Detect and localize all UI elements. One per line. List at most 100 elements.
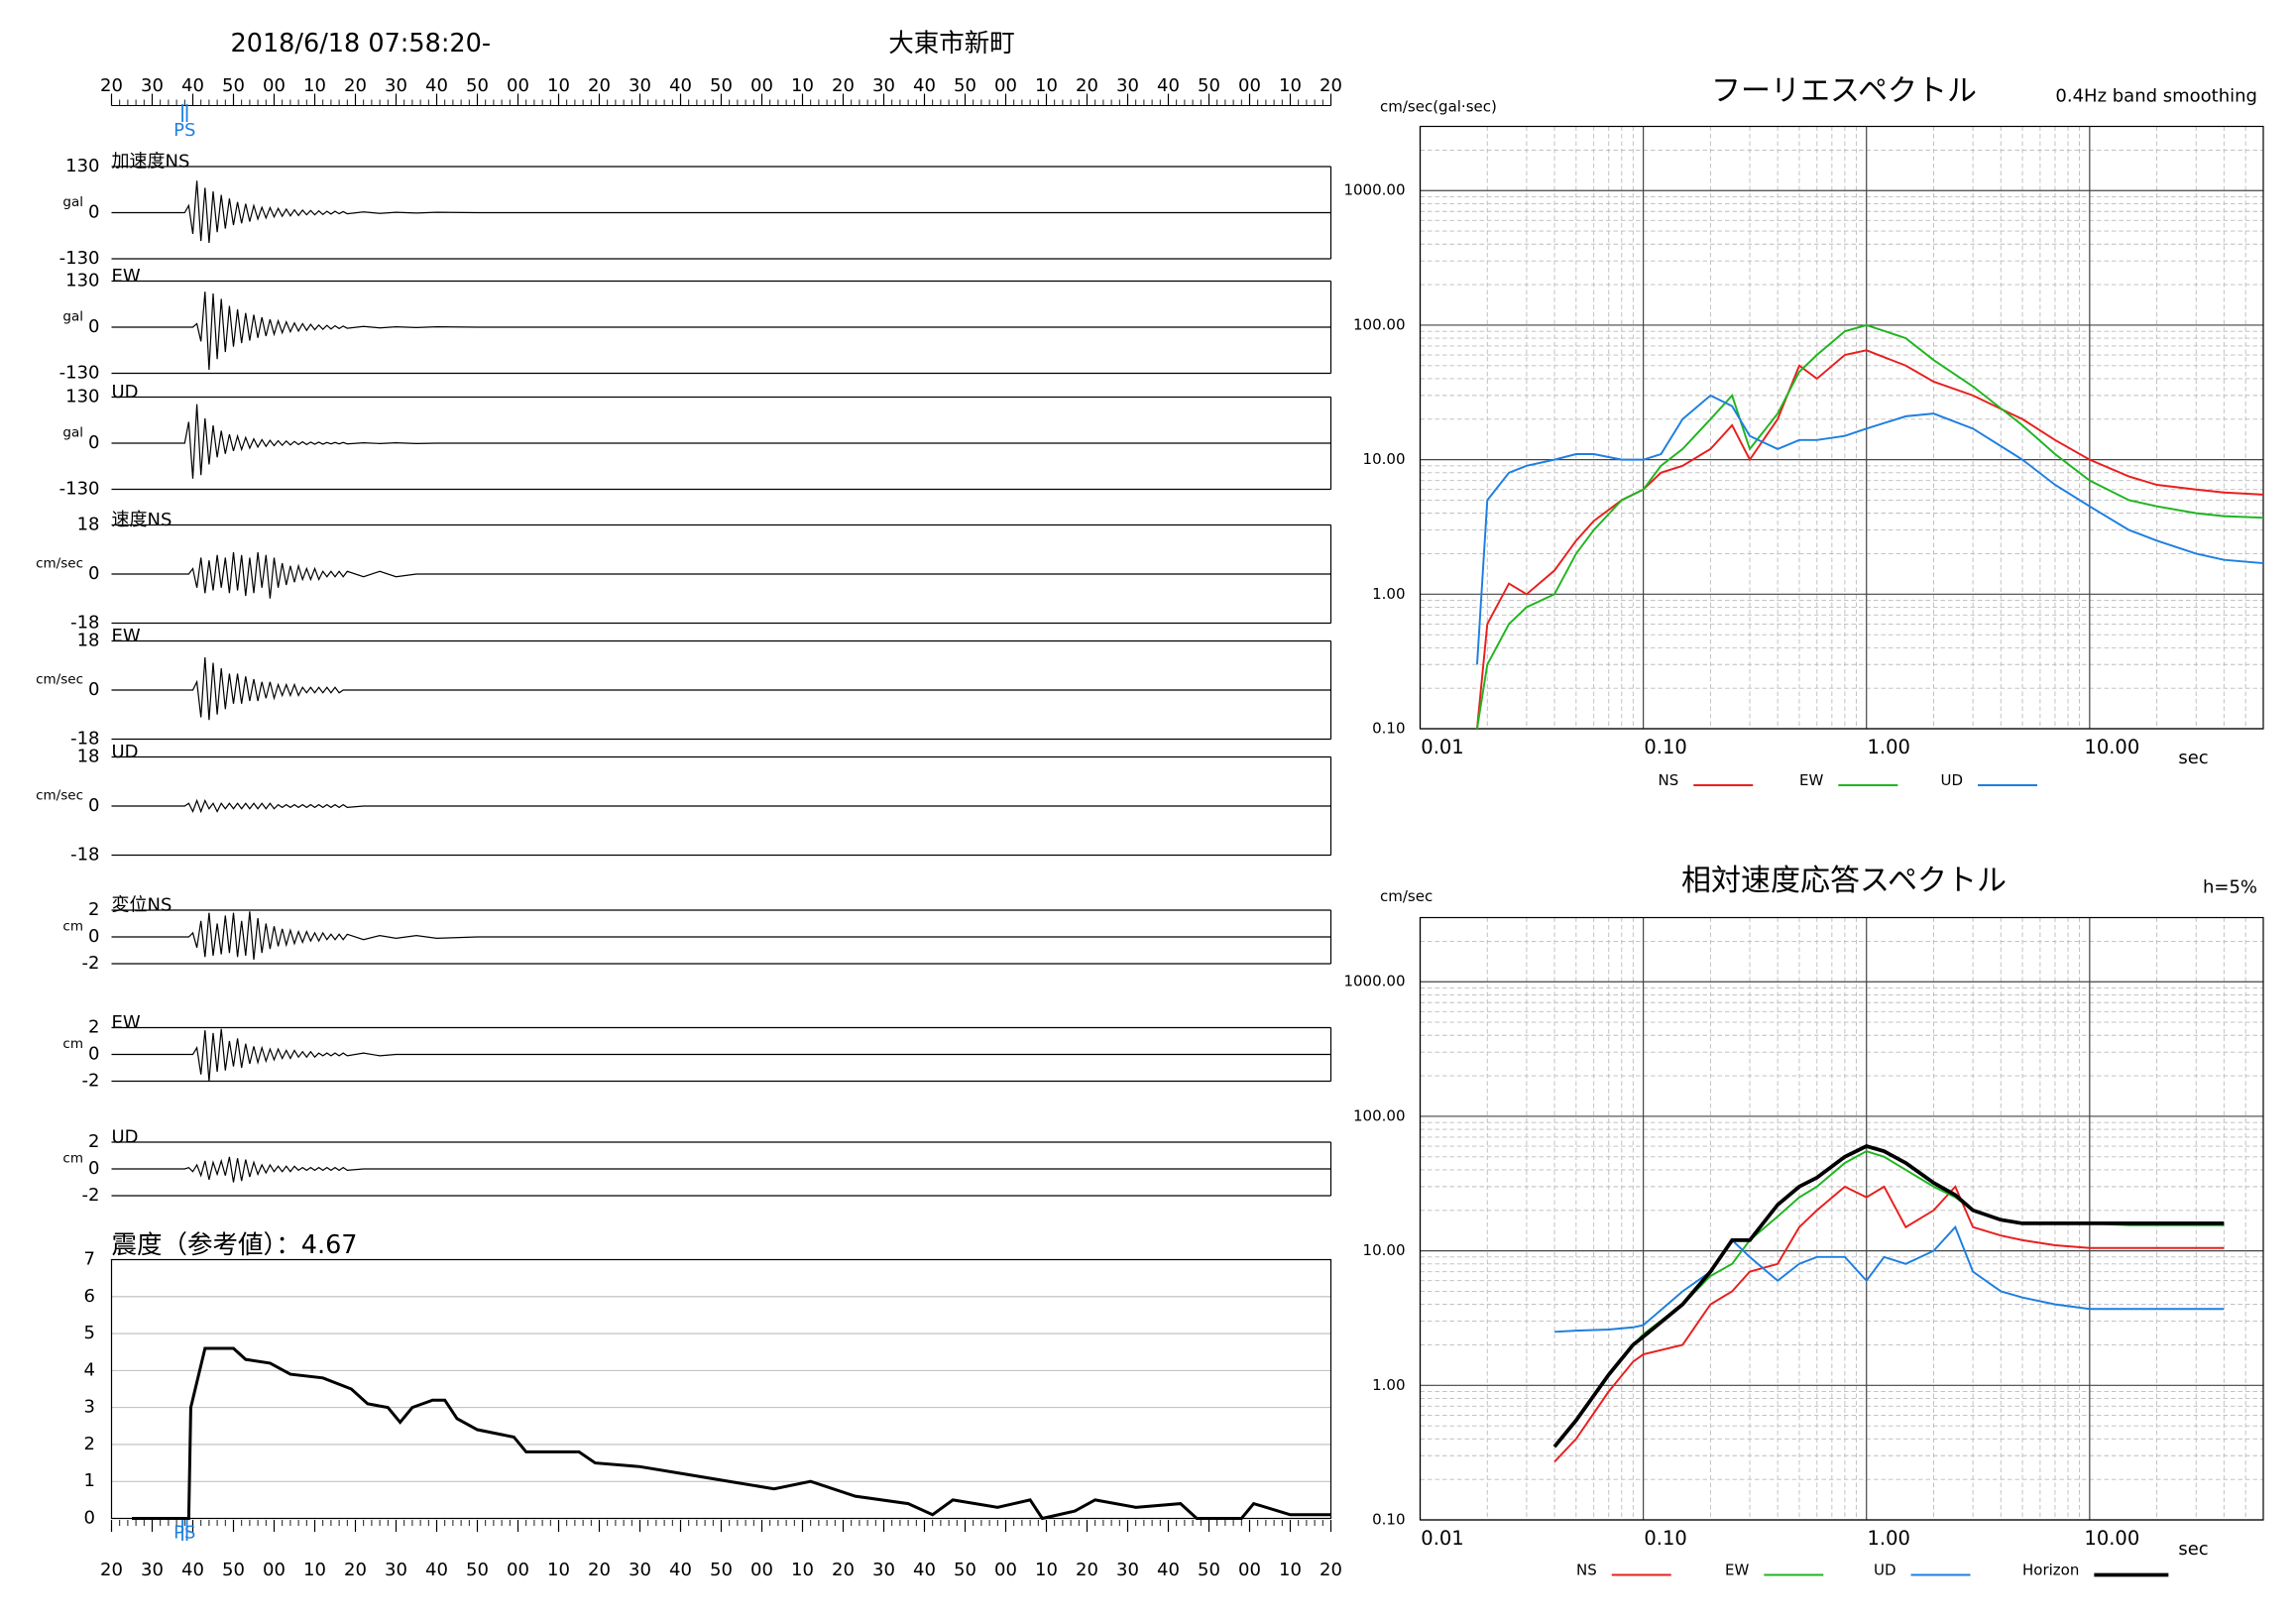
y-tick-label: 18 xyxy=(77,747,100,767)
time-label-top: 30 xyxy=(629,75,651,96)
time-label-bottom: 20 xyxy=(588,1560,611,1580)
time-label-bottom: 20 xyxy=(1076,1560,1098,1580)
y-tick-label: -130 xyxy=(59,363,100,384)
panel-label: EW xyxy=(112,626,141,646)
y-axis-label: cm/sec xyxy=(1380,887,1433,905)
y-tick-label: 2 xyxy=(88,1017,99,1038)
time-label-bottom: 50 xyxy=(954,1560,976,1580)
y-tick-label: 10.00 xyxy=(1363,1241,1406,1259)
y-tick-label: 5 xyxy=(84,1323,95,1343)
time-label-top: 50 xyxy=(710,75,733,96)
spectrum-line xyxy=(1475,394,2264,665)
time-label-bottom: 10 xyxy=(547,1560,570,1580)
y-tick-label: 0 xyxy=(88,563,99,584)
time-label-top: 20 xyxy=(1076,75,1098,96)
chart-title: 震度（参考値）：4.67 xyxy=(112,1230,358,1260)
unit-label: cm/sec xyxy=(36,672,83,688)
time-label-bottom: 40 xyxy=(425,1560,448,1580)
time-label-top: 30 xyxy=(872,75,895,96)
time-label-bottom: 10 xyxy=(1279,1560,1302,1580)
unit-label: cm xyxy=(62,919,83,935)
y-tick-label: 18 xyxy=(77,515,100,535)
legend-label: Horizon xyxy=(2022,1562,2079,1579)
time-label-bottom: 20 xyxy=(1320,1560,1342,1580)
y-tick-label: 0 xyxy=(88,1158,99,1179)
y-tick-label: 130 xyxy=(65,271,99,291)
unit-label: cm/sec xyxy=(36,788,83,804)
waveform xyxy=(111,180,1331,243)
time-label-top: 10 xyxy=(1035,75,1058,96)
ps-label: PS xyxy=(173,1523,195,1544)
y-tick-label: 2 xyxy=(88,899,99,920)
time-label-top: 00 xyxy=(994,75,1017,96)
x-tick-label: 10.00 xyxy=(2084,736,2139,758)
y-tick-label: 130 xyxy=(65,387,99,407)
y-tick-label: 130 xyxy=(65,156,99,176)
time-label-bottom: 50 xyxy=(1198,1560,1220,1580)
y-tick-label: 0 xyxy=(88,795,99,816)
y-tick-label: 0.10 xyxy=(1372,720,1405,738)
waveform xyxy=(111,798,1331,814)
spectrum-line xyxy=(1476,323,2264,730)
legend-label: UD xyxy=(1874,1562,1896,1579)
time-label-top: 00 xyxy=(263,75,286,96)
plot-frame xyxy=(1419,125,2264,730)
unit-label: cm xyxy=(62,1151,83,1167)
y-tick-label: 0 xyxy=(88,202,99,223)
y-tick-label: -130 xyxy=(59,248,100,269)
chart-subtitle: h=5% xyxy=(2203,877,2257,898)
y-tick-label: 1.00 xyxy=(1372,1376,1405,1394)
y-tick-label: 1 xyxy=(84,1470,95,1491)
time-label-top: 40 xyxy=(669,75,692,96)
y-tick-label: 4 xyxy=(84,1359,95,1380)
time-label-bottom: 10 xyxy=(791,1560,814,1580)
y-tick-label: 2 xyxy=(84,1434,95,1454)
y-tick-label: 100.00 xyxy=(1353,315,1406,333)
y-tick-label: 2 xyxy=(88,1131,99,1152)
waveform xyxy=(111,404,1331,479)
y-tick-label: 1000.00 xyxy=(1343,181,1405,199)
plot-frame xyxy=(110,1258,1332,1520)
y-tick-label: 100.00 xyxy=(1353,1106,1406,1124)
datetime: 2018/6/18 07:58:20- xyxy=(231,29,492,58)
y-tick-label: -18 xyxy=(70,729,99,750)
station: 大東市新町 xyxy=(888,29,1015,58)
y-tick-label: 0.10 xyxy=(1372,1511,1405,1529)
time-label-bottom: 40 xyxy=(181,1560,204,1580)
time-label-bottom: 30 xyxy=(385,1560,407,1580)
time-label-top: 10 xyxy=(1279,75,1302,96)
spectrum-line xyxy=(1553,1224,2225,1333)
x-tick-label: 10.00 xyxy=(2084,1527,2139,1550)
y-tick-label: -18 xyxy=(70,845,99,866)
y-tick-label: 3 xyxy=(84,1397,95,1418)
panel-label: 速度NS xyxy=(112,510,172,530)
waveform xyxy=(111,551,1331,599)
intensity-line xyxy=(132,1346,1331,1521)
time-label-top: 50 xyxy=(954,75,976,96)
panel-label: UD xyxy=(112,742,139,762)
plot-frame xyxy=(1419,916,2264,1521)
x-tick-label: 1.00 xyxy=(1868,1527,1910,1550)
unit-label: cm xyxy=(62,1036,83,1052)
time-label-bottom: 40 xyxy=(669,1560,692,1580)
waveform xyxy=(111,1156,1331,1183)
time-label-bottom: 20 xyxy=(832,1560,855,1580)
time-label-bottom: 30 xyxy=(141,1560,164,1580)
time-label-bottom: 50 xyxy=(466,1560,489,1580)
y-tick-label: -2 xyxy=(82,953,100,974)
time-label-bottom: 10 xyxy=(303,1560,326,1580)
time-label-top: 10 xyxy=(303,75,326,96)
panel-label: UD xyxy=(112,1127,139,1148)
unit-label: cm/sec xyxy=(36,556,83,572)
x-tick-label: 0.10 xyxy=(1644,1527,1686,1550)
y-axis-label: cm/sec(gal·sec) xyxy=(1380,98,1497,116)
x-tick-label: 0.01 xyxy=(1421,736,1463,758)
time-label-bottom: 30 xyxy=(1116,1560,1139,1580)
time-label-top: 00 xyxy=(750,75,773,96)
time-label-bottom: 00 xyxy=(507,1560,529,1580)
time-label-bottom: 40 xyxy=(1157,1560,1180,1580)
y-tick-label: 0 xyxy=(88,316,99,337)
time-label-bottom: 20 xyxy=(100,1560,123,1580)
y-tick-label: 0 xyxy=(88,1044,99,1065)
